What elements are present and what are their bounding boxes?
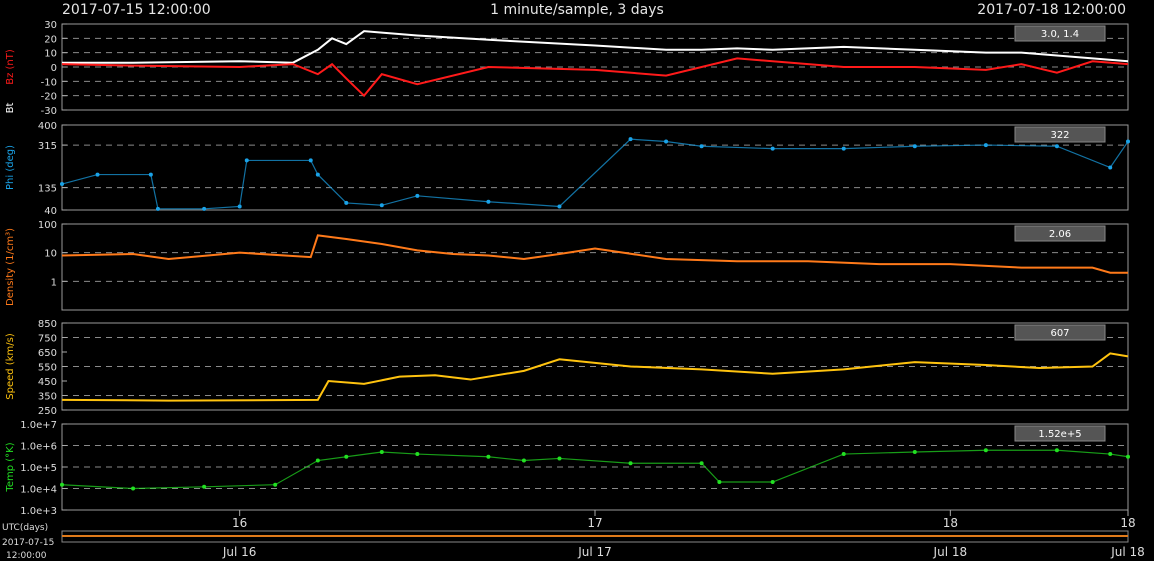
y-tick-label: 10 <box>44 49 57 60</box>
value-box-text: 2.06 <box>1049 229 1071 240</box>
value-box-text: 322 <box>1050 130 1069 141</box>
panel-frame <box>61 223 1129 311</box>
y-tick-label: 20 <box>44 34 57 45</box>
panel-0: 30 20 10 0 -10 -20 -30 Bz (nT) Bt 3.0, 1.4 <box>5 20 1129 117</box>
series-line <box>61 57 1129 98</box>
y-tick-label: 1.0e+7 <box>20 420 57 431</box>
footer-start-time: 12:00:00 <box>6 551 47 561</box>
y-axis-label: Temp (°K) <box>5 442 16 492</box>
date-label: Jul 16 <box>222 545 257 559</box>
x-tick-label: 18 <box>1120 516 1135 530</box>
y-tick-label: 450 <box>38 377 57 388</box>
y-axis-label: Phi (deg) <box>5 145 16 190</box>
value-box <box>1014 126 1106 143</box>
y-axis-label: Density (1/cm³) <box>5 228 16 306</box>
series-line <box>61 234 1128 274</box>
panel-frame <box>61 124 1129 211</box>
end-time: 2017-07-18 12:00:00 <box>977 2 1126 18</box>
panel-1: 400 315 135 40 Phi (deg) 322 <box>5 121 1130 217</box>
y-tick-label: 1.0e+3 <box>20 506 57 517</box>
panel-3: 850 750 650 550 450 350 250 Speed (km/s) 607 <box>5 319 1129 417</box>
y-tick-label: 850 <box>38 319 57 330</box>
y-tick-label: 10 <box>44 249 57 260</box>
y-tick-label: 0 <box>51 63 57 74</box>
y-tick-label: 350 <box>38 392 57 403</box>
y-tick-label: 400 <box>38 121 57 132</box>
y-tick-label: 250 <box>38 406 57 417</box>
x-tick-label: 17 <box>587 516 602 530</box>
footer-start-date: 2017-07-15 <box>2 538 54 548</box>
y-tick-label: 100 <box>38 220 57 231</box>
y-axis-label: Bz (nT) <box>5 49 16 85</box>
y-tick-label: 1 <box>51 277 57 288</box>
y-tick-label: 40 <box>44 206 57 217</box>
start-time: 2017-07-15 12:00:00 <box>62 2 211 18</box>
date-label: Jul 18 <box>1110 545 1145 559</box>
chart-title: 1 minute/sample, 3 days <box>490 2 664 18</box>
y-tick-label: -20 <box>41 92 57 103</box>
date-label: Jul 17 <box>577 545 612 559</box>
y-axis-label: Speed (km/s) <box>5 333 16 400</box>
value-box-text: 607 <box>1050 328 1069 339</box>
y-tick-label: 750 <box>38 334 57 345</box>
series-line <box>61 138 1129 210</box>
x-tick-label: 16 <box>232 516 247 530</box>
y-tick-label: 550 <box>38 363 57 374</box>
value-box <box>1014 425 1106 442</box>
y-tick-label: 135 <box>38 184 57 195</box>
panel-4: 1.0e+7 1.0e+6 1.0e+5 1.0e+4 1.0e+3 Temp (°K) 1… <box>5 420 1130 517</box>
y-tick-label: 315 <box>38 141 57 152</box>
panel-2: 100 10 1 Density (1/cm³) 2.06 <box>5 220 1129 311</box>
series-line <box>61 449 1129 490</box>
value-box <box>1014 324 1106 341</box>
x-tick-label: 18 <box>943 516 958 530</box>
y-tick-label: 1.0e+6 <box>20 442 57 453</box>
y-axis-label-2: Bt <box>5 103 16 114</box>
value-box <box>1014 25 1106 42</box>
value-box-text: 1.52e+5 <box>1038 429 1081 440</box>
y-tick-label: 1.0e+5 <box>20 463 57 474</box>
y-tick-label: 650 <box>38 348 57 359</box>
y-tick-label: -10 <box>41 77 57 88</box>
y-tick-label: 1.0e+4 <box>20 485 57 496</box>
y-tick-label: 30 <box>44 20 57 31</box>
utc-label: UTC(days) <box>2 523 48 533</box>
value-box-text: 3.0, 1.4 <box>1041 29 1079 40</box>
date-label: Jul 18 <box>933 545 968 559</box>
value-box <box>1014 225 1106 242</box>
series-line <box>61 352 1129 402</box>
y-tick-label: -30 <box>41 106 57 117</box>
series-line <box>62 30 1129 64</box>
